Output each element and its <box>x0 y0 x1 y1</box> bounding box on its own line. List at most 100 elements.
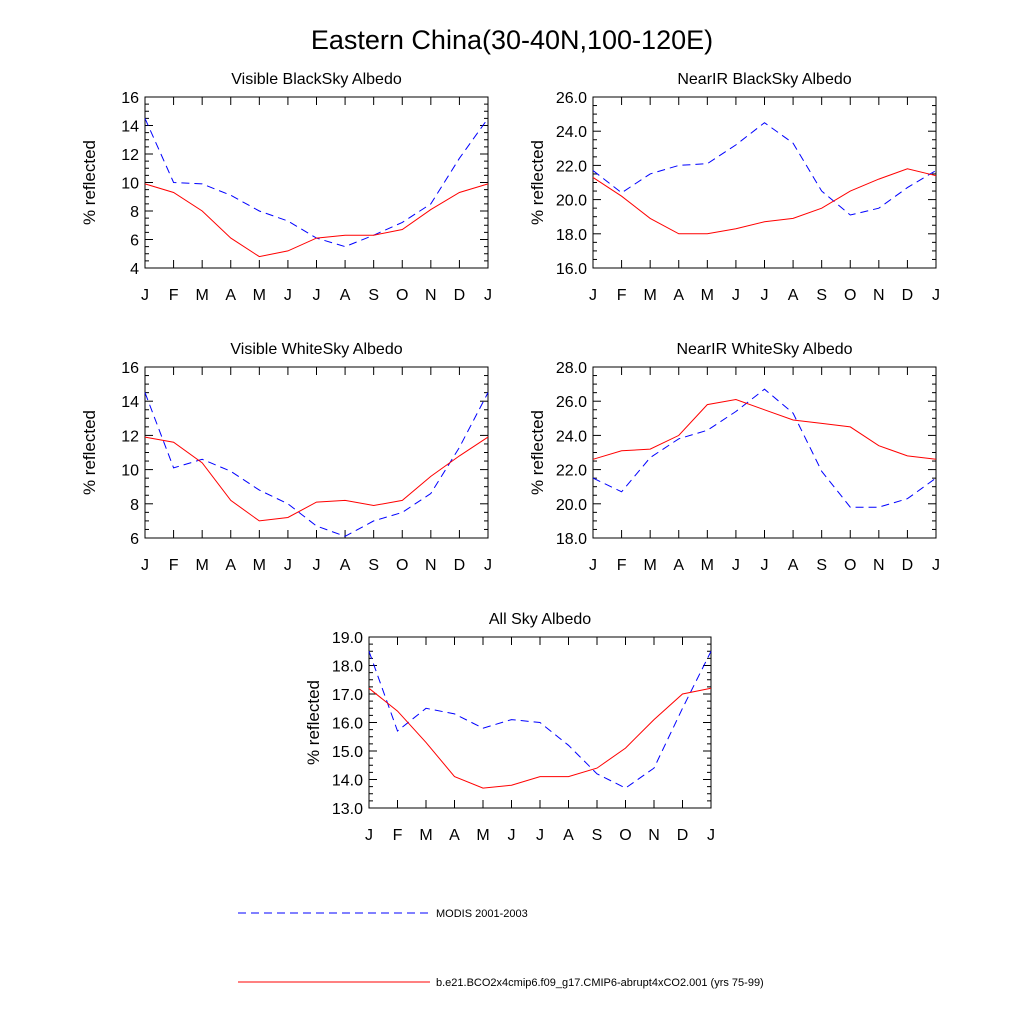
x-tick-label: D <box>677 827 689 844</box>
x-tick-label: O <box>844 287 856 304</box>
plot-frame <box>144 96 489 269</box>
y-tick-label: 16 <box>121 360 139 377</box>
x-tick-label: D <box>454 557 466 574</box>
x-tick-label: J <box>707 827 715 844</box>
x-tick-label: A <box>449 827 460 844</box>
x-tick-label: A <box>788 287 799 304</box>
y-axis-label: % reflected <box>80 140 99 225</box>
y-tick-label: 10 <box>121 463 139 480</box>
x-tick-label: A <box>225 557 236 574</box>
x-tick-label: S <box>816 287 827 304</box>
y-tick-label: 20.0 <box>556 193 587 210</box>
y-tick-label: 26.0 <box>556 394 587 411</box>
x-tick-label: F <box>169 557 179 574</box>
y-tick-label: 24.0 <box>556 124 587 141</box>
x-tick-label: A <box>340 557 351 574</box>
legend-label: b.e21.BCO2x4cmip6.f09_g17.CMIP6-abrupt4x… <box>436 977 764 989</box>
x-tick-label: O <box>844 557 856 574</box>
x-tick-label: M <box>644 557 657 574</box>
x-tick-label: J <box>284 557 292 574</box>
y-tick-label: 20.0 <box>556 497 587 514</box>
panel-title: Visible WhiteSky Albedo <box>230 341 402 358</box>
y-tick-label: 16.0 <box>332 716 363 733</box>
y-tick-label: 18.0 <box>556 227 587 244</box>
series-line-model <box>144 183 489 258</box>
x-tick-label: S <box>368 557 379 574</box>
y-tick-label: 18.0 <box>332 659 363 676</box>
x-tick-label: M <box>253 557 266 574</box>
x-tick-label: J <box>141 557 149 574</box>
series-line-modis <box>144 118 489 248</box>
y-tick-label: 12 <box>121 428 139 445</box>
x-tick-label: F <box>393 827 403 844</box>
y-tick-label: 15.0 <box>332 744 363 761</box>
x-tick-label: S <box>368 287 379 304</box>
x-tick-label: F <box>169 287 179 304</box>
x-tick-label: O <box>396 557 408 574</box>
legend-label: MODIS 2001-2003 <box>436 908 528 920</box>
x-tick-label: M <box>701 287 714 304</box>
x-tick-label: M <box>476 827 489 844</box>
x-tick-label: N <box>425 287 437 304</box>
plot-frame <box>144 366 489 539</box>
y-tick-label: 14 <box>121 394 139 411</box>
series-line-modis <box>592 388 937 508</box>
x-tick-label: J <box>141 287 149 304</box>
x-tick-label: S <box>816 557 827 574</box>
x-tick-label: M <box>253 287 266 304</box>
y-tick-label: 17.0 <box>332 687 363 704</box>
x-tick-label: J <box>508 827 516 844</box>
y-tick-label: 10 <box>121 176 139 193</box>
y-tick-label: 22.0 <box>556 463 587 480</box>
series-line-modis <box>592 122 937 216</box>
panel-title: All Sky Albedo <box>489 611 591 628</box>
x-tick-label: J <box>536 827 544 844</box>
legend: MODIS 2001-2003 b.e21.BCO2x4cmip6.f09_g17… <box>238 908 764 989</box>
series-line-modis <box>144 392 489 537</box>
x-tick-label: F <box>617 287 627 304</box>
series-line-model <box>144 436 489 522</box>
series-line-modis <box>368 651 712 789</box>
x-tick-label: J <box>761 557 769 574</box>
x-tick-label: D <box>454 287 466 304</box>
y-tick-label: 16 <box>121 90 139 107</box>
x-tick-label: A <box>673 557 684 574</box>
y-tick-label: 14 <box>121 119 139 136</box>
x-tick-label: J <box>932 287 940 304</box>
y-axis-label: % reflected <box>528 140 547 225</box>
x-tick-label: M <box>196 557 209 574</box>
y-tick-label: 24.0 <box>556 428 587 445</box>
x-tick-label: J <box>313 557 321 574</box>
y-tick-label: 6 <box>130 531 139 548</box>
y-axis-label: % reflected <box>528 410 547 495</box>
panel-title: NearIR WhiteSky Albedo <box>676 341 852 358</box>
x-tick-label: N <box>873 557 885 574</box>
x-tick-label: J <box>932 557 940 574</box>
x-tick-label: J <box>313 287 321 304</box>
x-tick-label: D <box>902 287 914 304</box>
x-tick-label: J <box>284 287 292 304</box>
x-tick-label: A <box>225 287 236 304</box>
x-tick-label: J <box>589 287 597 304</box>
y-tick-label: 13.0 <box>332 801 363 818</box>
y-tick-label: 26.0 <box>556 90 587 107</box>
x-tick-label: A <box>563 827 574 844</box>
x-tick-label: A <box>340 287 351 304</box>
x-tick-label: J <box>761 287 769 304</box>
x-tick-label: D <box>902 557 914 574</box>
y-tick-label: 16.0 <box>556 261 587 278</box>
x-tick-label: M <box>701 557 714 574</box>
x-tick-label: M <box>419 827 432 844</box>
y-tick-label: 28.0 <box>556 360 587 377</box>
x-tick-label: O <box>396 287 408 304</box>
figure-title: Eastern China(30-40N,100-120E) <box>311 25 713 55</box>
x-tick-label: O <box>619 827 631 844</box>
x-tick-label: N <box>648 827 660 844</box>
y-tick-label: 18.0 <box>556 531 587 548</box>
x-tick-label: J <box>732 287 740 304</box>
y-tick-label: 12 <box>121 147 139 164</box>
x-tick-label: J <box>484 287 492 304</box>
